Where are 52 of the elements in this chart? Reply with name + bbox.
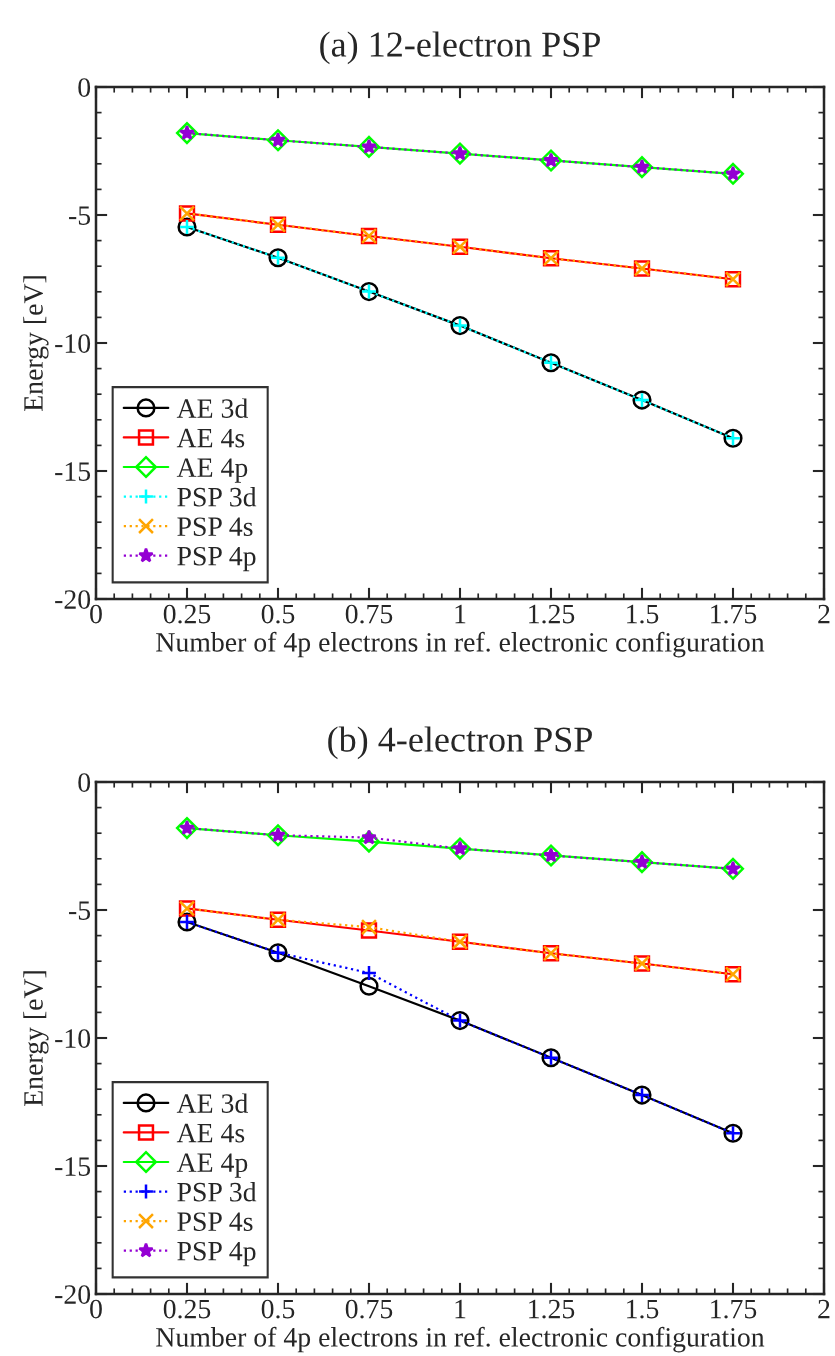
x-tick-label: 0.75 xyxy=(345,1299,393,1319)
y-tick-label: -5 xyxy=(69,206,91,225)
legend-label: AE 4p xyxy=(176,458,248,483)
legend-label: AE 3d xyxy=(176,398,248,418)
legend-label: AE 3d xyxy=(176,1093,248,1113)
y-tick-label: -20 xyxy=(55,1285,91,1304)
chart-title: (a) 12-electron PSP xyxy=(320,31,600,65)
point xyxy=(175,817,199,840)
chart-title: (b) 4-electron PSP xyxy=(328,726,592,760)
legend-label: AE 4s xyxy=(176,428,245,448)
x-tick-label: 1.5 xyxy=(627,604,659,624)
legend-label: PSP 3d xyxy=(177,1181,257,1202)
y-tick-label: -5 xyxy=(69,901,91,920)
point xyxy=(630,851,654,874)
x-axis-title: Number of 4p electrons in ref. electronic configuration xyxy=(156,1326,765,1353)
x-tick-label: 0.25 xyxy=(163,1299,211,1319)
y-tick-label: -15 xyxy=(55,1157,91,1176)
point xyxy=(360,964,378,982)
x-tick-label: 1 xyxy=(455,604,466,624)
y-tick-label: 0 xyxy=(78,78,91,97)
legend-label: PSP 4s xyxy=(177,1212,253,1232)
point xyxy=(357,830,381,853)
point xyxy=(360,918,378,936)
x-tick-label: 2 xyxy=(818,1299,830,1319)
x-axis-title: Number of 4p electrons in ref. electronic configuration xyxy=(156,631,765,658)
point xyxy=(359,976,379,996)
legend-label: AE 4s xyxy=(176,1123,245,1143)
legend-label: AE 4p xyxy=(176,1153,248,1178)
y-axis-title: Energy [eV] xyxy=(23,276,49,411)
y-tick-label: -10 xyxy=(55,334,91,353)
legend-label: PSP 4s xyxy=(177,517,253,537)
x-tick-label: 1 xyxy=(455,1299,466,1319)
x-tick-label: 1.75 xyxy=(711,1299,757,1319)
legend-label: PSP 4p xyxy=(177,1241,256,1267)
x-tick-label: 0.5 xyxy=(261,604,295,624)
x-tick-label: 1.75 xyxy=(711,604,757,624)
y-tick-label: -10 xyxy=(55,1029,91,1048)
legend-label: PSP 4p xyxy=(177,546,256,572)
x-tick-label: 2 xyxy=(818,604,830,624)
y-tick-label: 0 xyxy=(78,773,91,792)
point xyxy=(175,122,199,145)
x-tick-label: 0.5 xyxy=(261,1299,295,1319)
y-tick-label: -20 xyxy=(55,590,91,609)
x-tick-label: 1.25 xyxy=(529,604,575,624)
x-tick-label: 0.25 xyxy=(163,604,211,624)
y-axis-title: Energy [eV] xyxy=(23,971,49,1106)
legend-label: PSP 3d xyxy=(177,486,257,507)
point xyxy=(630,156,654,179)
x-tick-label: 0.75 xyxy=(345,604,393,624)
x-tick-label: 1.25 xyxy=(529,1299,575,1319)
x-tick-label: 1.5 xyxy=(627,1299,659,1319)
y-tick-label: -15 xyxy=(55,462,91,481)
